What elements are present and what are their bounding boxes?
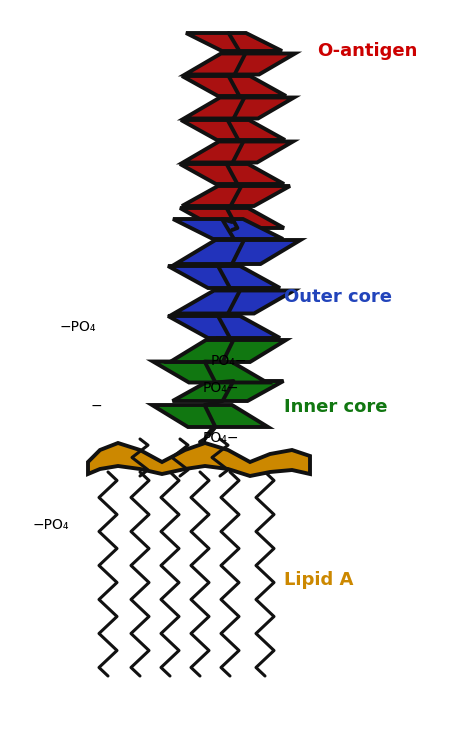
Text: −PO₄: −PO₄ <box>32 517 69 532</box>
Polygon shape <box>180 164 284 184</box>
Polygon shape <box>184 98 294 118</box>
Text: PO₄−: PO₄− <box>211 354 247 368</box>
Polygon shape <box>168 316 280 338</box>
Polygon shape <box>153 362 267 382</box>
Text: O-antigen: O-antigen <box>318 43 418 60</box>
Polygon shape <box>181 120 285 140</box>
Polygon shape <box>170 340 286 362</box>
Polygon shape <box>182 76 286 96</box>
Text: Inner core: Inner core <box>284 399 388 416</box>
Polygon shape <box>180 208 284 228</box>
Polygon shape <box>173 381 283 401</box>
Text: Outer core: Outer core <box>284 288 392 306</box>
Text: PO₄−: PO₄− <box>203 431 239 446</box>
Polygon shape <box>174 291 294 313</box>
Polygon shape <box>185 54 295 74</box>
Polygon shape <box>182 186 290 206</box>
Polygon shape <box>186 33 282 51</box>
Polygon shape <box>88 443 310 476</box>
Polygon shape <box>152 405 268 427</box>
Text: Lipid A: Lipid A <box>284 571 354 589</box>
Polygon shape <box>175 240 301 264</box>
Text: −PO₄: −PO₄ <box>59 319 96 334</box>
Text: −: − <box>91 399 103 413</box>
Polygon shape <box>173 219 283 239</box>
Text: PO₄−: PO₄− <box>203 380 239 395</box>
Polygon shape <box>183 142 293 162</box>
Polygon shape <box>168 266 280 288</box>
